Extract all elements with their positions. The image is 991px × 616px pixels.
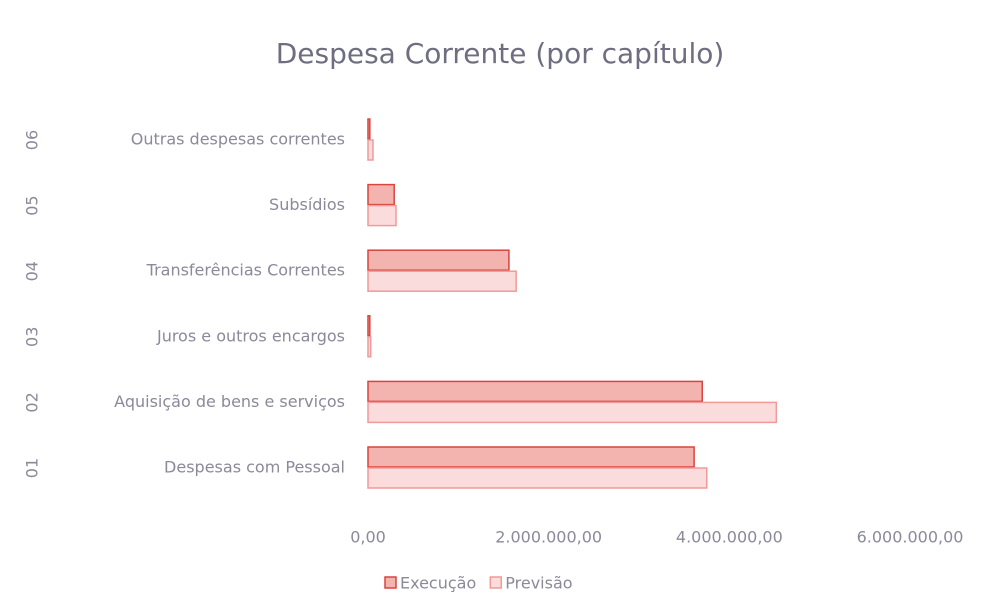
legend-swatch [384, 576, 397, 589]
category-label: Outras despesas correntes [131, 130, 345, 149]
bar [367, 467, 708, 489]
bar [367, 401, 778, 424]
chart-title: Despesa Corrente (por capítulo) [276, 37, 725, 70]
category-code: 06 [23, 130, 42, 150]
category-code: 03 [23, 327, 42, 347]
x-tick-label: 2.000.000,00 [495, 528, 602, 547]
bar [367, 446, 695, 468]
legend-label: Execução [400, 574, 476, 593]
bar [367, 183, 395, 206]
category-code: 05 [23, 195, 42, 215]
category-label: Transferências Correntes [146, 261, 345, 280]
bar [367, 249, 510, 271]
x-tick-label: 4.000.000,00 [676, 528, 783, 547]
category-code: 02 [23, 392, 42, 412]
category-label: Subsídios [269, 195, 345, 214]
bar [367, 270, 517, 292]
category-label: Aquisição de bens e serviços [114, 392, 345, 411]
bar [367, 204, 397, 227]
category-code: 01 [23, 458, 42, 478]
x-tick-label: 6.000.000,00 [857, 528, 964, 547]
legend-label: Previsão [505, 574, 572, 593]
bar [367, 139, 374, 161]
category-label: Despesas com Pessoal [164, 458, 345, 477]
category-code: 04 [23, 261, 42, 281]
category-label: Juros e outros encargos [156, 326, 345, 345]
bar [367, 118, 371, 140]
bar [367, 315, 371, 337]
x-tick-label: 0,00 [350, 528, 386, 547]
bar [367, 336, 372, 358]
legend-swatch [489, 576, 503, 589]
bar [367, 380, 703, 403]
